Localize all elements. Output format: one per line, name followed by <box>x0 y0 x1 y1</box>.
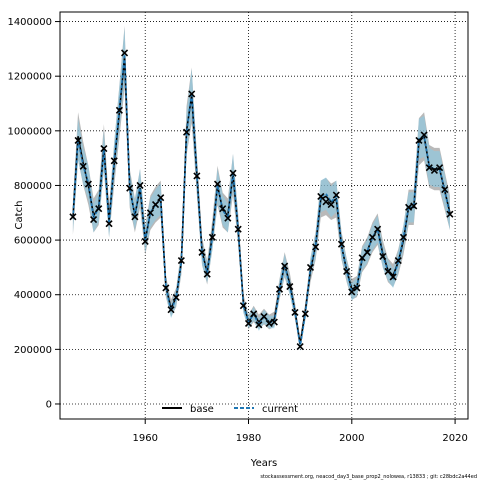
observed-point <box>384 267 392 276</box>
observed-point <box>188 90 196 98</box>
observed-point <box>399 233 408 241</box>
observed-point <box>115 106 123 114</box>
observed-point <box>430 166 438 174</box>
observed-point <box>193 172 201 180</box>
observed-point <box>234 225 242 233</box>
observed-point <box>291 308 299 317</box>
observed-point <box>296 343 304 351</box>
observed-point <box>436 164 444 172</box>
observed-point <box>441 185 449 194</box>
observed-point <box>100 145 108 153</box>
observed-point <box>327 201 335 209</box>
x-axis-title: Years <box>250 458 277 469</box>
y-tick-label: 400000 <box>14 290 52 301</box>
observed-points <box>69 49 454 351</box>
y-tick-label: 0 <box>46 399 52 410</box>
x-tick-label: 2000 <box>339 433 364 444</box>
observed-point <box>374 225 382 233</box>
observed-point <box>389 273 397 281</box>
observed-point <box>306 263 315 271</box>
observed-point <box>420 131 428 139</box>
observed-point <box>110 157 118 165</box>
observed-point <box>337 240 346 248</box>
observed-point <box>270 318 278 326</box>
observed-point <box>151 201 160 209</box>
y-tick-label: 200000 <box>14 345 52 356</box>
observed-point <box>260 313 268 321</box>
observed-point <box>368 233 377 241</box>
observed-point <box>229 169 237 177</box>
legend: base current <box>162 404 298 415</box>
observed-point <box>363 248 371 256</box>
x-tick-label: 1960 <box>132 433 157 444</box>
observed-point <box>312 243 320 251</box>
observed-point <box>95 205 103 213</box>
y-axis: 0 200000 400000 600000 800000 1000000 1200000 1… <box>7 17 60 410</box>
observed-point <box>224 214 232 222</box>
x-tick-label: 1980 <box>236 433 261 444</box>
legend-current-label: current <box>262 404 298 415</box>
observed-point <box>239 302 247 310</box>
observed-point <box>343 267 351 276</box>
observed-point <box>208 233 216 241</box>
observed-point <box>394 257 402 265</box>
legend-base-label: base <box>190 404 214 415</box>
observed-point <box>126 184 134 192</box>
plot-frame <box>59 11 469 420</box>
observed-point <box>255 321 263 329</box>
observed-point <box>250 310 258 318</box>
grid-lines <box>60 12 468 419</box>
observed-point <box>203 270 211 278</box>
observed-point <box>446 210 454 218</box>
observed-point <box>405 203 413 211</box>
observed-point <box>281 262 289 270</box>
observed-point <box>198 248 206 256</box>
observed-point <box>244 319 253 327</box>
observed-point <box>332 191 340 199</box>
x-tick-label: 2020 <box>442 433 467 444</box>
observed-point <box>157 194 165 202</box>
observed-point <box>131 213 139 221</box>
observed-point <box>415 136 423 144</box>
y-tick-label: 1400000 <box>7 17 52 28</box>
observed-point <box>141 237 149 246</box>
observed-point <box>90 216 98 224</box>
observed-point <box>84 180 92 188</box>
observed-point <box>79 162 87 170</box>
observed-point <box>136 181 144 190</box>
y-tick-label: 1000000 <box>7 126 52 137</box>
observed-point <box>74 136 82 144</box>
observed-point <box>425 164 433 172</box>
observed-point <box>167 306 175 314</box>
x-axis: 1960 1980 2000 2020 <box>132 419 468 444</box>
observed-point <box>317 192 325 200</box>
observed-point <box>410 202 418 210</box>
observed-point <box>120 49 129 57</box>
observed-point <box>213 180 222 188</box>
observed-point <box>379 252 387 261</box>
footer-text: stockassessment.org, neacod_day3_base_pr… <box>260 474 477 480</box>
observed-point <box>358 254 366 262</box>
y-tick-label: 600000 <box>14 236 52 247</box>
observed-point <box>177 257 185 265</box>
observed-point <box>301 310 309 318</box>
observed-point <box>275 285 284 293</box>
observed-point <box>105 220 113 228</box>
observed-point <box>219 205 227 213</box>
observed-point <box>69 213 77 221</box>
current-line <box>72 54 451 347</box>
y-tick-label: 800000 <box>14 181 52 192</box>
observed-point <box>172 293 180 302</box>
observed-point <box>162 284 170 292</box>
y-axis-title: Catch <box>14 201 25 230</box>
observed-point <box>353 284 361 292</box>
y-tick-label: 1200000 <box>7 72 52 83</box>
observed-point <box>322 198 330 206</box>
observed-point <box>265 319 273 327</box>
observed-point <box>286 282 294 291</box>
observed-point <box>146 209 154 217</box>
observed-point <box>182 128 191 136</box>
